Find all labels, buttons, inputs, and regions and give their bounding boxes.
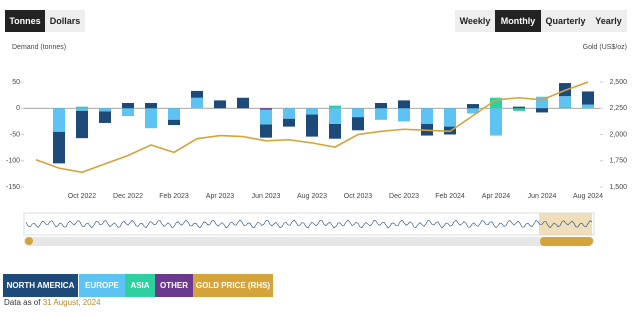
x-tick-label: Dec 2023 — [389, 193, 419, 200]
bar — [283, 108, 295, 119]
bar — [191, 97, 203, 109]
bar — [352, 108, 364, 118]
bar — [168, 119, 180, 126]
y-axis-label: Demand (tonnes) — [12, 44, 66, 51]
bar — [53, 108, 65, 132]
period-button[interactable]: Monthly — [495, 10, 541, 32]
x-tick-label: Jun 2024 — [528, 193, 557, 200]
bar — [490, 97, 502, 109]
y-tick-label: 0 — [16, 105, 20, 112]
bar — [329, 105, 341, 109]
footer-label: Data as of — [4, 298, 41, 307]
bar — [582, 91, 594, 105]
bar — [582, 104, 594, 108]
x-tick-label: Aug 2024 — [573, 193, 603, 200]
x-tick-label: Oct 2022 — [68, 193, 97, 200]
bar — [122, 103, 134, 109]
bar — [260, 108, 272, 110]
x-tick-label: Aug 2023 — [297, 193, 327, 200]
bar — [53, 131, 65, 164]
y-tick-label: -150 — [6, 184, 20, 191]
bar — [444, 108, 456, 127]
price-line — [35, 81, 589, 174]
x-tick-label: Dec 2022 — [113, 193, 143, 200]
bar — [145, 108, 157, 129]
bar — [559, 106, 571, 109]
bar — [398, 108, 410, 122]
period-button[interactable]: Weekly — [455, 10, 495, 32]
y2-tick-label: 2,500 — [609, 79, 627, 86]
bar — [168, 108, 180, 120]
bar — [467, 104, 479, 109]
bar — [582, 107, 594, 109]
bar — [76, 106, 88, 109]
scrollbar-thumb[interactable] — [540, 237, 592, 246]
bar — [513, 108, 525, 111]
legend-item[interactable]: OTHER — [155, 274, 193, 297]
scroll-left[interactable] — [25, 237, 33, 245]
bar — [76, 108, 88, 111]
x-tick-label: Apr 2023 — [206, 193, 235, 200]
bar — [398, 100, 410, 109]
unit-button[interactable]: Tonnes — [5, 10, 45, 32]
bar — [306, 114, 318, 137]
x-tick-label: Jun 2023 — [252, 193, 281, 200]
bar — [513, 106, 525, 109]
bar — [306, 108, 318, 115]
bar — [260, 124, 272, 138]
bar — [559, 96, 571, 107]
bar — [99, 111, 111, 123]
scroll-right[interactable] — [585, 237, 593, 245]
period-button[interactable]: Quarterly — [541, 10, 590, 32]
bar — [191, 90, 203, 98]
y-tick-label: 50 — [12, 79, 20, 86]
bar — [76, 110, 88, 139]
x-tick-label: Apr 2024 — [482, 193, 511, 200]
bar — [467, 108, 479, 114]
x-tick-label: Oct 2023 — [344, 193, 373, 200]
y2-tick-label: 1,500 — [609, 184, 627, 191]
bar — [237, 97, 249, 109]
bar — [99, 108, 111, 112]
navigator-line — [25, 219, 593, 229]
bar — [536, 108, 548, 113]
footer-date: 31 August, 2024 — [42, 298, 101, 307]
unit-button[interactable]: Dollars — [45, 10, 85, 32]
x-tick-label: Feb 2023 — [159, 193, 189, 200]
bar — [329, 108, 341, 124]
bar — [375, 103, 387, 109]
y2-tick-label: 1,750 — [609, 158, 627, 165]
navigator — [23, 212, 595, 246]
bar — [536, 96, 548, 109]
scrollbar-track — [24, 237, 594, 246]
period-button[interactable]: Yearly — [590, 10, 627, 32]
bar — [214, 100, 226, 109]
y2-axis-label: Gold (US$/oz) — [583, 44, 627, 51]
bar — [283, 118, 295, 127]
legend-item[interactable]: NORTH AMERICA — [3, 274, 78, 297]
legend-item[interactable]: GOLD PRICE (RHS) — [193, 274, 273, 297]
y2-tick-label: 2,000 — [609, 131, 627, 138]
bar — [421, 108, 433, 124]
bar — [260, 109, 272, 125]
legend-item[interactable]: EUROPE — [79, 274, 125, 297]
bar — [145, 103, 157, 109]
x-tick-label: Feb 2024 — [435, 193, 465, 200]
bar — [122, 108, 134, 117]
navigator-selection[interactable] — [539, 213, 592, 235]
navigator-frame — [23, 212, 595, 236]
bar — [352, 117, 364, 131]
y2-tick-label: 2,250 — [609, 105, 627, 112]
footer: Data as of 31 August, 2024 — [4, 298, 101, 307]
y-tick-label: -100 — [6, 158, 20, 165]
bar — [490, 108, 502, 136]
legend-item[interactable]: ASIA — [125, 274, 155, 297]
bar — [329, 124, 341, 139]
bar — [375, 108, 387, 120]
y-tick-label: -50 — [10, 131, 20, 138]
